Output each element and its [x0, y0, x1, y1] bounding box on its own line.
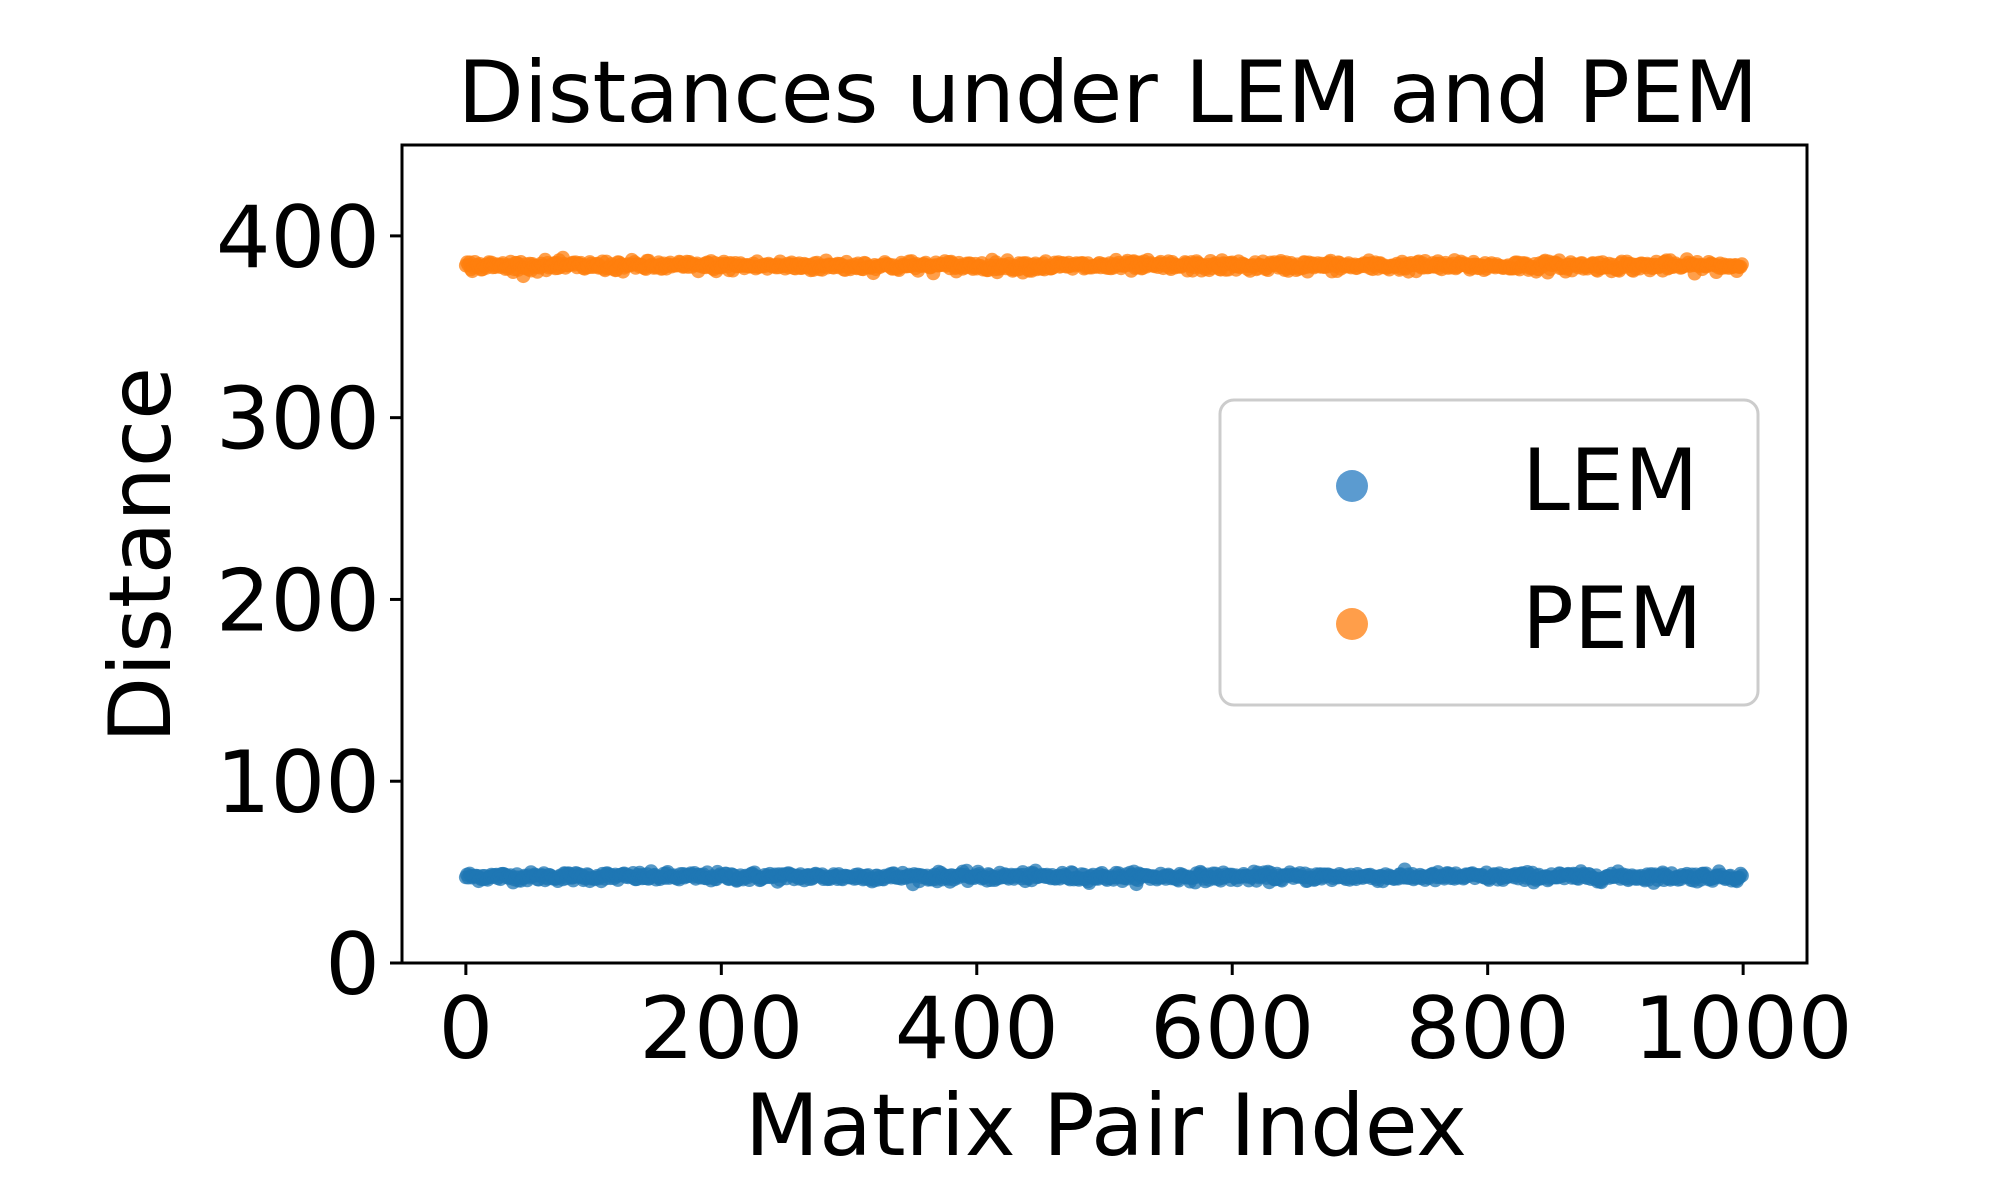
x-axis-label: Matrix Pair Index: [745, 1076, 1467, 1176]
y-tick-label: 200: [216, 551, 380, 651]
scatter-points: [458, 250, 1749, 892]
y-axis: 0 100 200 300 400: [216, 188, 402, 1015]
x-tick-label: 200: [639, 979, 803, 1079]
x-tick-label: 800: [1406, 979, 1570, 1079]
legend-marker-lem: [1336, 470, 1368, 502]
y-tick-label: 400: [216, 188, 380, 288]
y-tick-label: 100: [216, 733, 380, 833]
chart-title: Distances under LEM and PEM: [458, 43, 1759, 143]
data-point-pem: [1734, 257, 1749, 272]
legend: LEM PEM: [1218, 398, 1760, 707]
x-tick-label: 1000: [1634, 979, 1853, 1079]
legend-label-lem: LEM: [1522, 431, 1698, 531]
plot-frame: [400, 143, 1809, 965]
y-tick-label: 0: [325, 915, 380, 1015]
y-axis-label: Distance: [91, 367, 191, 743]
x-axis: 0 200 400 600 800 1000: [439, 963, 1853, 1079]
x-tick-label: 600: [1150, 979, 1314, 1079]
x-tick-label: 400: [895, 979, 1059, 1079]
series-lem: [458, 862, 1749, 892]
legend-label-pem: PEM: [1522, 569, 1702, 669]
data-point-lem: [1734, 868, 1749, 883]
x-tick-label: 0: [439, 979, 494, 1079]
legend-marker-pem: [1336, 608, 1368, 640]
y-tick-label: 300: [216, 370, 380, 470]
series-pem: [458, 250, 1749, 284]
